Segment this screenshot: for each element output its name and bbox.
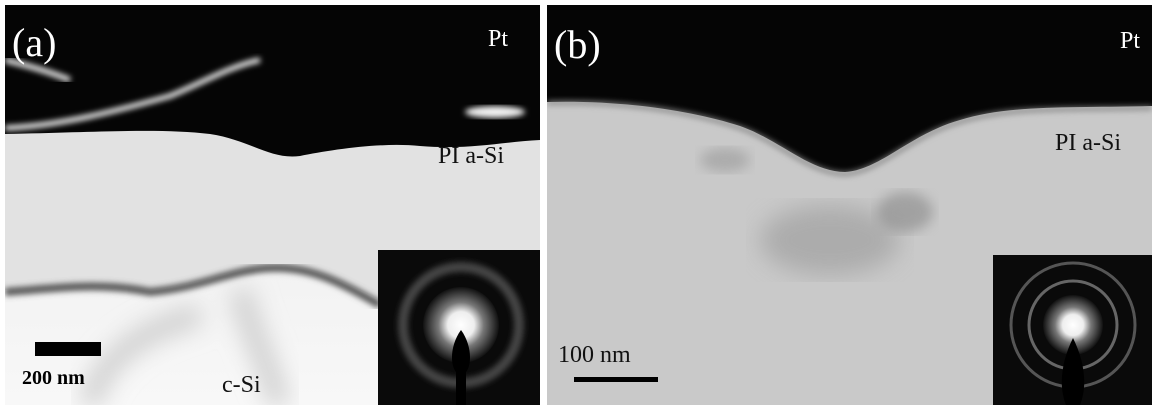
annotation: PI a-Si	[1055, 130, 1121, 156]
page: (a) Pt PI a-Si c-Si 200 nm (b) Pt PI a-S…	[0, 0, 1152, 405]
crystallite-cluster	[877, 192, 933, 232]
scale-bar	[35, 342, 101, 356]
bright-spot	[465, 106, 525, 118]
figure: (a) Pt PI a-Si c-Si 200 nm (b) Pt PI a-S…	[0, 0, 1152, 405]
scale-bar	[574, 377, 658, 382]
crystallite-cluster	[700, 148, 750, 172]
scale-label: 200 nm	[22, 367, 85, 389]
annotation: Pt	[1120, 28, 1140, 54]
annotation: Pt	[488, 26, 508, 52]
panel-label: (a)	[12, 20, 56, 65]
annotation: PI a-Si	[438, 143, 504, 169]
panel-label: (b)	[554, 22, 601, 67]
panel-a	[5, 0, 540, 405]
scale-label: 100 nm	[558, 342, 631, 368]
panel-b	[547, 0, 1152, 405]
annotation: c-Si	[222, 372, 261, 398]
